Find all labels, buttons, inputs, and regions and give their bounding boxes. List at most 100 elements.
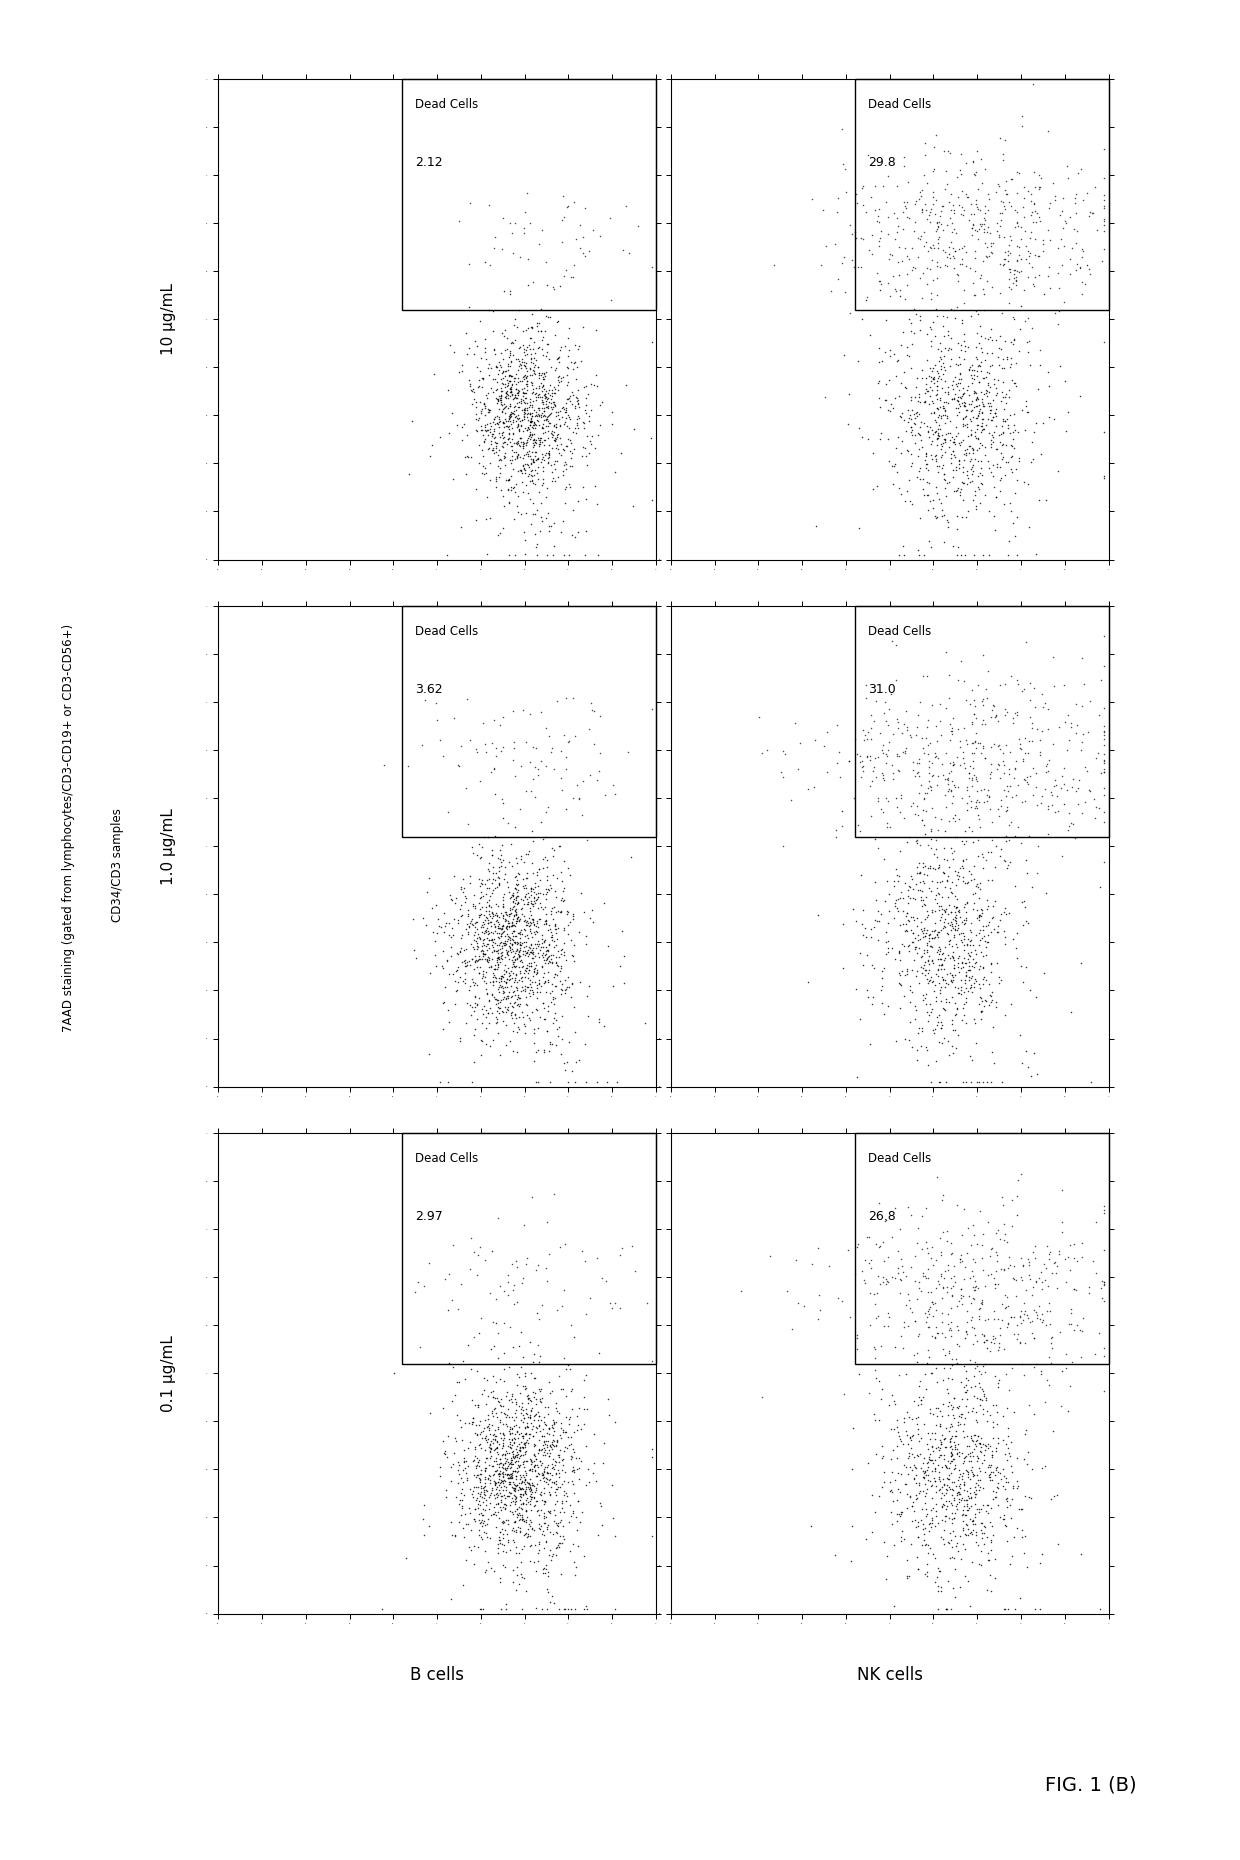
Point bbox=[497, 963, 517, 993]
Point bbox=[450, 895, 470, 924]
Point bbox=[510, 443, 529, 472]
Point bbox=[911, 1235, 931, 1265]
Point bbox=[916, 1501, 936, 1531]
Point bbox=[1001, 275, 1021, 305]
Point bbox=[568, 409, 588, 439]
Point bbox=[456, 1458, 476, 1488]
Point bbox=[973, 379, 993, 409]
Point bbox=[982, 1012, 1002, 1042]
Point bbox=[928, 418, 947, 448]
Point bbox=[898, 1443, 918, 1473]
Point bbox=[533, 1440, 553, 1469]
Point bbox=[965, 216, 985, 246]
Point bbox=[836, 154, 856, 184]
Point bbox=[978, 776, 998, 805]
Point bbox=[911, 407, 931, 437]
Point bbox=[516, 908, 536, 937]
Point bbox=[1065, 824, 1085, 854]
Point bbox=[622, 491, 642, 521]
Point bbox=[513, 1447, 533, 1477]
Point bbox=[961, 1590, 981, 1620]
Point bbox=[538, 936, 558, 965]
Point bbox=[889, 1499, 909, 1529]
Point bbox=[475, 729, 495, 759]
Point bbox=[533, 988, 553, 1017]
Point bbox=[955, 391, 975, 420]
Point bbox=[577, 1300, 596, 1330]
Point bbox=[503, 1525, 523, 1555]
Point bbox=[480, 415, 500, 445]
Point bbox=[967, 1068, 987, 1097]
Point bbox=[475, 1423, 495, 1453]
Point bbox=[966, 718, 986, 748]
Point bbox=[920, 1399, 940, 1428]
Point bbox=[1094, 720, 1114, 750]
Point bbox=[552, 1040, 572, 1069]
Point bbox=[526, 1401, 546, 1430]
Point bbox=[503, 1036, 523, 1066]
Point bbox=[574, 1540, 594, 1570]
Text: 2.97: 2.97 bbox=[415, 1211, 443, 1222]
Point bbox=[1004, 398, 1024, 428]
Point bbox=[505, 1270, 525, 1300]
Point bbox=[963, 1508, 983, 1538]
Point bbox=[482, 1397, 502, 1427]
Point bbox=[502, 952, 522, 982]
Point bbox=[471, 1507, 491, 1536]
Point bbox=[875, 385, 895, 415]
Point bbox=[537, 1207, 557, 1237]
Point bbox=[532, 216, 552, 246]
Point bbox=[454, 1447, 474, 1477]
Point bbox=[433, 1427, 453, 1456]
Point bbox=[479, 394, 498, 424]
Point bbox=[991, 898, 1011, 928]
Point bbox=[541, 978, 560, 1008]
Point bbox=[961, 418, 981, 448]
Point bbox=[946, 1471, 966, 1501]
Point bbox=[940, 240, 960, 270]
Point bbox=[513, 865, 533, 895]
Point bbox=[502, 991, 522, 1021]
Point bbox=[496, 1590, 516, 1620]
Point bbox=[496, 1445, 516, 1475]
Point bbox=[994, 897, 1014, 926]
Point bbox=[495, 314, 515, 344]
Point bbox=[932, 495, 952, 525]
Point bbox=[521, 880, 541, 910]
Point bbox=[516, 1373, 536, 1402]
Point bbox=[875, 748, 895, 777]
Point bbox=[931, 1523, 951, 1553]
Point bbox=[523, 1440, 543, 1469]
Point bbox=[506, 1246, 526, 1276]
Point bbox=[616, 192, 636, 221]
Point bbox=[443, 1520, 463, 1549]
Point bbox=[1019, 326, 1039, 355]
Point bbox=[523, 934, 543, 963]
Point bbox=[548, 1362, 568, 1391]
Point bbox=[518, 405, 538, 435]
Point bbox=[495, 450, 515, 480]
Point bbox=[471, 1477, 491, 1507]
Point bbox=[956, 826, 976, 856]
Point bbox=[526, 1486, 546, 1516]
Point bbox=[513, 906, 533, 936]
Point bbox=[978, 837, 998, 867]
Point bbox=[961, 1423, 981, 1453]
Point bbox=[472, 1423, 492, 1453]
Point bbox=[536, 906, 556, 936]
Point bbox=[528, 1434, 548, 1464]
Point bbox=[510, 917, 529, 947]
Point bbox=[1094, 1235, 1114, 1265]
Point bbox=[1023, 208, 1043, 238]
Point bbox=[427, 705, 446, 735]
Point bbox=[476, 1555, 496, 1585]
Point bbox=[501, 398, 521, 428]
Point bbox=[510, 982, 529, 1012]
Point bbox=[835, 242, 854, 272]
Point bbox=[982, 326, 1002, 355]
Point bbox=[920, 729, 940, 759]
Point bbox=[842, 1455, 862, 1484]
Point bbox=[559, 539, 579, 569]
Point bbox=[528, 411, 548, 441]
Point bbox=[975, 324, 994, 353]
